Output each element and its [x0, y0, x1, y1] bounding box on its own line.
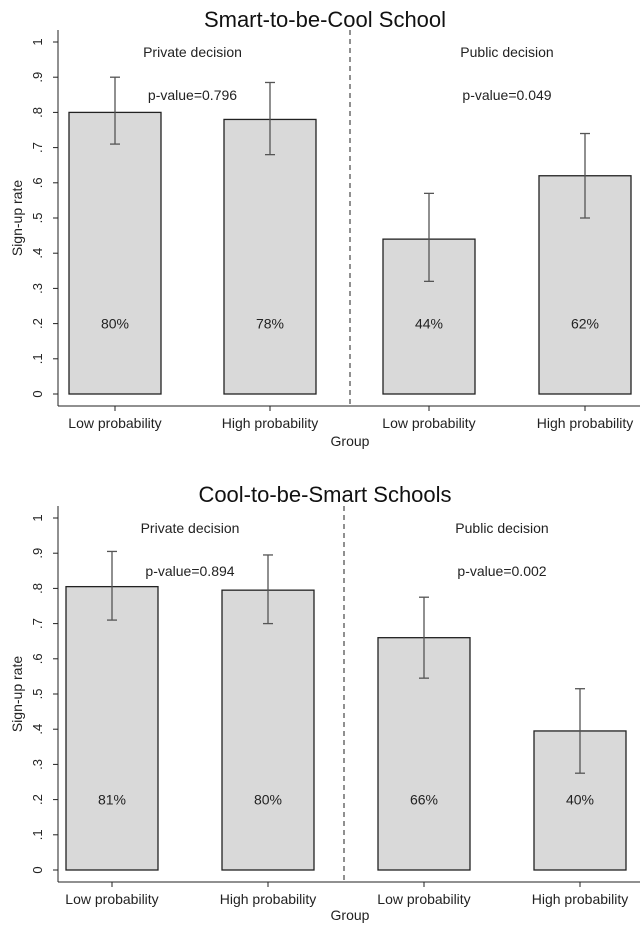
chart1-x-tick-label: High probability — [222, 415, 319, 431]
chart1-bar — [68, 111, 162, 395]
chart2-bar — [221, 589, 315, 871]
chart1-p-value: p-value=0.796 — [148, 87, 237, 103]
chart1-x-tick-label: Low probability — [68, 415, 161, 431]
chart1-y-tick-label: .7 — [30, 142, 45, 153]
chart2-x-axis-label: Group — [331, 907, 370, 923]
chart1-x-tick-label: High probability — [537, 415, 634, 431]
chart1-y-axis-label: Sign-up rate — [9, 180, 25, 256]
chart1-y-tick-label: 0 — [30, 390, 45, 397]
chart2-value-label: 66% — [410, 792, 438, 808]
chart1-x-axis-label: Group — [331, 433, 370, 449]
chart1-title: Smart-to-be-Cool School — [204, 7, 446, 32]
chart2-x-tick-label: Low probability — [377, 891, 470, 907]
chart2-x-tick-label: High probability — [220, 891, 317, 907]
chart2-value-label: 81% — [98, 792, 126, 808]
chart1-value-label: 80% — [101, 316, 129, 332]
chart2-value-label: 40% — [566, 792, 594, 808]
chart2-y-tick-label: .5 — [30, 689, 45, 700]
chart2-x-tick-label: High probability — [532, 891, 629, 907]
chart1-panel-label: Private decision — [143, 44, 242, 60]
chart2-y-tick-label: .6 — [30, 653, 45, 664]
chart2-y-tick-label: .2 — [30, 794, 45, 805]
chart2-y-tick-label: .8 — [30, 583, 45, 594]
chart1-y-tick-label: .8 — [30, 107, 45, 118]
chart1-bar — [223, 118, 317, 395]
chart2-y-tick-label: .9 — [30, 548, 45, 559]
chart1-y-tick-label: .9 — [30, 72, 45, 83]
chart1-bar — [382, 238, 476, 395]
chart1-y-tick-label: .1 — [30, 353, 45, 364]
chart1-x-tick-label: Low probability — [382, 415, 475, 431]
chart2-p-value: p-value=0.894 — [145, 563, 234, 579]
chart1-y-tick-label: 1 — [30, 38, 45, 45]
chart2-p-value: p-value=0.002 — [457, 563, 546, 579]
chart1-y-tick-label: .5 — [30, 213, 45, 224]
chart2-y-tick-label: .4 — [30, 724, 45, 735]
chart1-value-label: 44% — [415, 316, 443, 332]
chart1-p-value: p-value=0.049 — [462, 87, 551, 103]
chart2-x-tick-label: Low probability — [65, 891, 158, 907]
chart1-y-tick-label: .6 — [30, 177, 45, 188]
chart2-y-tick-label: .1 — [30, 829, 45, 840]
chart2-y-tick-label: .3 — [30, 759, 45, 770]
chart2-bar — [65, 585, 159, 871]
chart2-y-tick-label: 0 — [30, 866, 45, 873]
chart2-panel-label: Public decision — [455, 520, 548, 536]
chart2-y-tick-label: 1 — [30, 514, 45, 521]
chart2-y-tick-label: .7 — [30, 618, 45, 629]
chart1-y-tick-label: .2 — [30, 318, 45, 329]
chart1-y-tick-label: .4 — [30, 248, 45, 259]
chart2-title: Cool-to-be-Smart Schools — [198, 482, 451, 507]
chart1-value-label: 62% — [571, 316, 599, 332]
chart2-panel-label: Private decision — [141, 520, 240, 536]
chart1-y-tick-label: .3 — [30, 283, 45, 294]
chart1-panel-label: Public decision — [460, 44, 553, 60]
chart1-value-label: 78% — [256, 316, 284, 332]
chart2-value-label: 80% — [254, 792, 282, 808]
chart2-y-axis-label: Sign-up rate — [9, 656, 25, 732]
